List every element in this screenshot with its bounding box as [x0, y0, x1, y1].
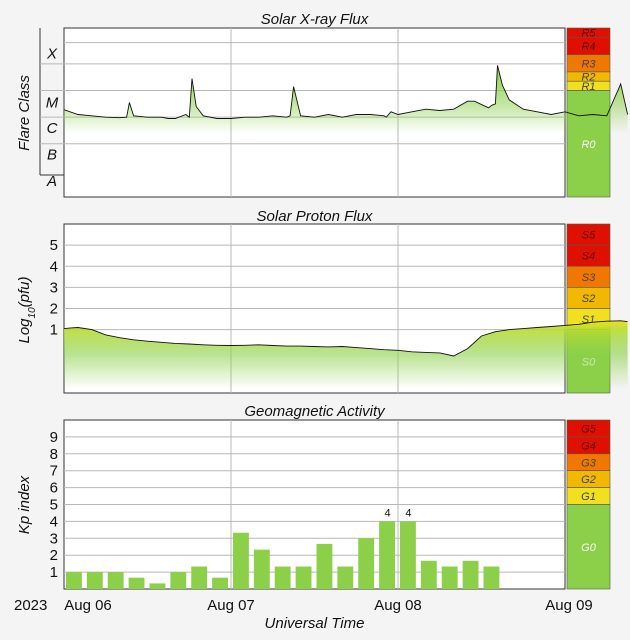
kp-bar [253, 549, 270, 589]
xray-class-label-A: A [46, 173, 57, 190]
xray-scale-label-R4: R4 [581, 41, 595, 53]
kp-bar [128, 577, 145, 589]
xray-class-label-M: M [46, 95, 59, 112]
proton-ylabel-main: Log [16, 318, 33, 344]
xray-class-label-B: B [47, 146, 57, 163]
kp-bar [107, 572, 124, 589]
kp-bar [212, 577, 228, 589]
kp-scale-label-G1: G1 [581, 491, 596, 503]
kp-ytick-6: 6 [50, 480, 58, 497]
x-axis-year: 2023 [14, 597, 47, 614]
xray-scale-label-R1: R1 [581, 81, 595, 93]
proton-ytick-5: 5 [50, 237, 58, 254]
kp-bar [337, 566, 354, 589]
kp-bar [483, 566, 500, 589]
kp-bar [66, 572, 82, 589]
proton-ytick-4: 4 [50, 258, 58, 275]
xray-ylabel: Flare Class [16, 75, 33, 151]
kp-ytick-4: 4 [50, 513, 58, 530]
xray-class-label-C: C [47, 120, 58, 137]
kp-ytick-8: 8 [50, 446, 58, 463]
xray-title: Solar X-ray Flux [261, 11, 369, 28]
proton-title: Solar Proton Flux [257, 208, 373, 225]
xray-scale-label-R0: R0 [581, 139, 596, 151]
kp-data-label: 4 [385, 507, 391, 519]
kp-bar [295, 566, 312, 589]
proton-scale-label-S2: S2 [582, 293, 595, 305]
kp-bar [400, 521, 416, 589]
kp-title: Geomagnetic Activity [244, 403, 386, 420]
kp-scale-label-G0: G0 [581, 542, 597, 554]
proton-ylabel: Log10(pfu) [16, 276, 38, 343]
xray-series-line [63, 65, 629, 119]
kp-scale-label-G2: G2 [581, 474, 596, 486]
kp-bar [420, 560, 437, 589]
kp-ylabel: Kp index [16, 475, 33, 534]
xray-class-label-X: X [46, 45, 58, 62]
x-tick-Aug-06: Aug 06 [64, 597, 112, 614]
proton-ytick-3: 3 [50, 279, 58, 296]
proton-scale-label-S3: S3 [582, 272, 596, 284]
proton-ytick-2: 2 [50, 301, 58, 318]
kp-ytick-2: 2 [50, 547, 58, 564]
x-tick-Aug-07: Aug 07 [207, 597, 255, 614]
kp-bar [379, 521, 395, 589]
kp-bar [170, 572, 187, 589]
kp-bar [358, 538, 375, 589]
proton-series-line [63, 320, 628, 357]
proton-scale-label-S4: S4 [582, 251, 595, 263]
kp-ytick-9: 9 [50, 429, 58, 446]
proton-ylabel-rest: (pfu) [16, 276, 33, 307]
x-axis-label: Universal Time [265, 615, 365, 632]
kp-bar [274, 566, 291, 589]
kp-scale-label-G4: G4 [581, 440, 596, 452]
kp-bar [462, 560, 479, 589]
kp-ytick-1: 1 [50, 564, 58, 581]
proton-ytick-1: 1 [50, 322, 58, 339]
proton-ylabel-sub: 10 [27, 307, 38, 319]
kp-scale-label-G3: G3 [581, 457, 597, 469]
kp-ytick-5: 5 [50, 497, 58, 514]
kp-ytick-3: 3 [50, 530, 58, 547]
kp-bar [316, 543, 333, 589]
kp-data-label: 4 [405, 507, 411, 519]
xray-scale-label-R3: R3 [581, 58, 596, 70]
proton-series-area [64, 320, 628, 389]
kp-bar [191, 566, 208, 589]
proton-scale-label-S5: S5 [582, 230, 596, 242]
kp-scale-G0 [566, 504, 611, 590]
x-tick-Aug-08: Aug 08 [374, 597, 422, 614]
kp-ytick-7: 7 [50, 463, 58, 480]
xray-scale-label-R5: R5 [581, 28, 596, 40]
kp-scale-label-G5: G5 [581, 423, 597, 435]
kp-bar [149, 583, 166, 589]
kp-bar [86, 572, 103, 589]
kp-bar [441, 566, 458, 589]
x-tick-Aug-09: Aug 09 [545, 597, 593, 614]
kp-bar [233, 532, 249, 589]
xray-scale-label-R2: R2 [581, 72, 595, 84]
xray-scale-R0 [566, 90, 611, 198]
